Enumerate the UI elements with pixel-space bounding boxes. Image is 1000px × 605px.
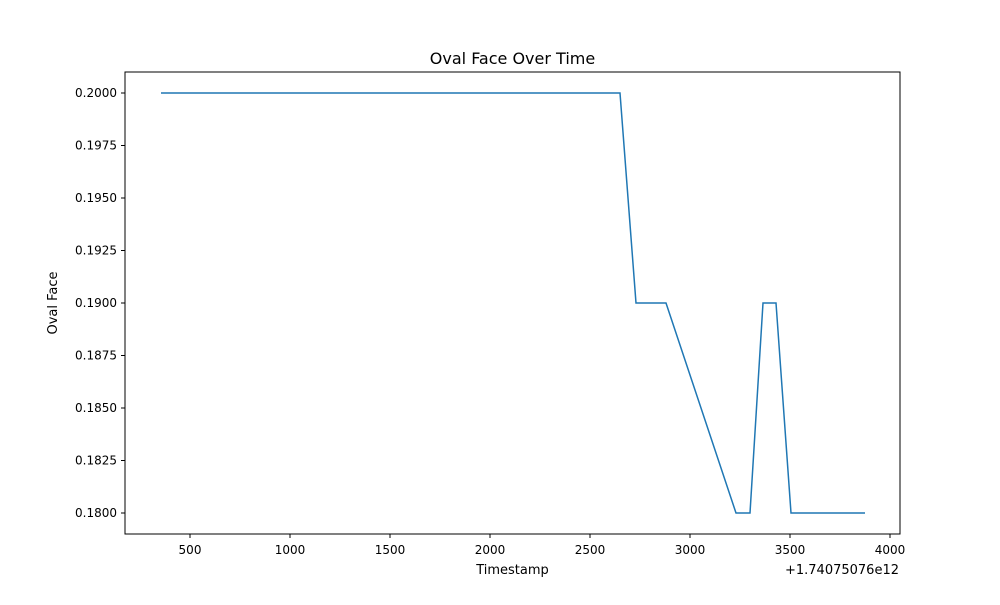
x-axis-label: Timestamp	[475, 563, 549, 578]
x-tick-label: 4000	[875, 543, 906, 557]
y-tick-label: 0.1875	[75, 349, 117, 363]
series-line-0	[161, 92, 865, 514]
chart-title: Oval Face Over Time	[430, 49, 595, 68]
y-tick-label: 0.1900	[75, 296, 117, 310]
x-tick-label: 2000	[475, 543, 506, 557]
x-tick-label: 2500	[575, 543, 606, 557]
y-axis-label: Oval Face	[46, 271, 61, 334]
x-axis-ticks: 500 1000 1500 2000 2500 3000 3500 4000	[179, 534, 906, 557]
plot-area	[125, 72, 900, 534]
plot-frame	[124, 71, 901, 535]
x-axis-offset-label: +1.74075076e12	[785, 563, 899, 578]
y-tick-label: 0.1975	[75, 139, 117, 153]
series-layer	[161, 92, 865, 514]
y-tick-label: 0.1825	[75, 454, 117, 468]
x-tick-label: 1500	[375, 543, 406, 557]
y-tick-label: 0.1850	[75, 401, 117, 415]
x-tick-label: 1000	[275, 543, 306, 557]
y-tick-label: 0.2000	[75, 86, 117, 100]
x-tick-label: 3000	[675, 543, 706, 557]
x-tick-label: 3500	[775, 543, 806, 557]
y-axis-ticks: 0.1800 0.1825 0.1850 0.1875 0.1900 0.1925 0.19…	[75, 86, 125, 520]
y-tick-label: 0.1950	[75, 191, 117, 205]
x-tick-label: 500	[179, 543, 202, 557]
y-tick-label: 0.1925	[75, 244, 117, 258]
y-tick-label: 0.1800	[75, 506, 117, 520]
